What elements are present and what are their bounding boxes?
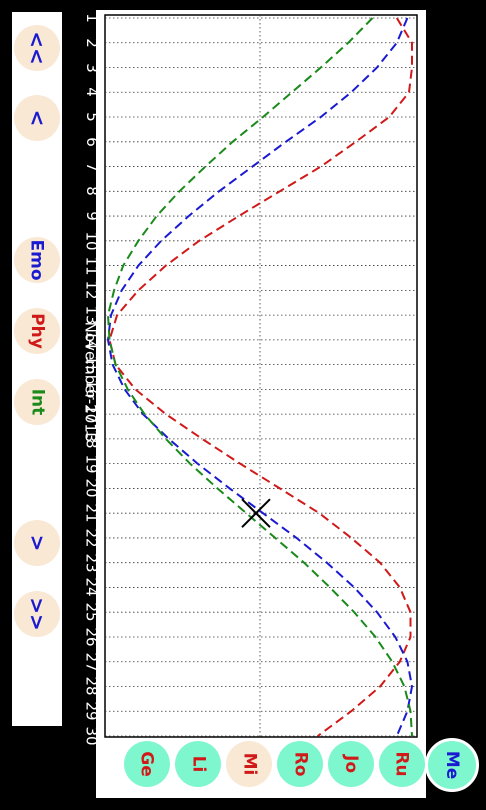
person-jo-button[interactable]: Jo [328,741,374,787]
prev-label: < [24,109,49,127]
series-line-int [107,17,413,737]
chart-frame [96,10,426,742]
person-ro-label: Ro [290,751,310,777]
cycle-emo-button[interactable]: Emo [14,237,60,283]
cycle-emo-label: Emo [26,239,47,281]
person-ge-label: Ge [136,751,157,777]
next-button[interactable]: > [14,520,60,566]
biorhythm-chart[interactable] [104,14,418,738]
person-ru-button[interactable]: Ru [379,741,425,787]
cycle-int-button[interactable]: Int [14,379,60,425]
day-marker-stroke-b [241,498,271,528]
person-ge-button[interactable]: Ge [124,741,170,787]
series-line-phy [108,17,413,737]
person-jo-label: Jo [340,754,361,774]
cycle-phy-button[interactable]: Phy [14,308,60,354]
next-label: > [24,534,49,552]
cycle-int-label: Int [27,388,47,416]
person-me-label: Me [441,750,462,780]
person-mi-label: Mi [239,752,259,776]
person-li-button[interactable]: Li [175,741,221,787]
person-ro-button[interactable]: Ro [277,741,323,787]
prev-fast-label: << [24,31,49,65]
next-fast-button[interactable]: >> [14,591,60,637]
chart-border [104,14,418,738]
cycle-phy-label: Phy [27,313,47,349]
prev-fast-button[interactable]: << [14,25,60,71]
next-fast-label: >> [24,597,49,631]
person-ru-label: Ru [391,751,412,777]
person-mi-button[interactable]: Mi [226,741,272,787]
person-li-label: Li [187,755,208,773]
person-me-button[interactable]: Me [425,738,479,792]
series-line-emo [107,17,413,737]
prev-button[interactable]: < [14,95,60,141]
